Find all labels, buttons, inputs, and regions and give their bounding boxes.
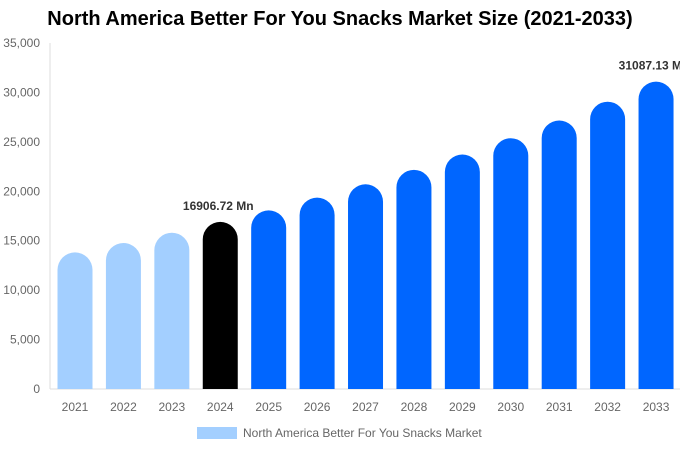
x-tick-label: 2027 bbox=[352, 400, 379, 414]
legend: North America Better For You Snacks Mark… bbox=[197, 426, 482, 440]
y-tick-label: 35,000 bbox=[3, 36, 40, 50]
x-tick-label: 2029 bbox=[449, 400, 476, 414]
chart-title: North America Better For You Snacks Mark… bbox=[47, 8, 633, 30]
x-tick-label: 2026 bbox=[304, 400, 331, 414]
bar-2029 bbox=[444, 154, 480, 389]
x-tick-label: 2030 bbox=[497, 400, 524, 414]
bar-2021 bbox=[57, 252, 93, 389]
x-tick-label: 2024 bbox=[207, 400, 234, 414]
bar-2030 bbox=[493, 138, 529, 389]
bar-2026 bbox=[299, 197, 335, 389]
bar-2032 bbox=[590, 101, 626, 390]
y-tick-label: 20,000 bbox=[3, 184, 40, 198]
bar-2033 bbox=[638, 81, 674, 389]
y-tick-label: 5,000 bbox=[10, 333, 40, 347]
x-tick-label: 2032 bbox=[594, 400, 621, 414]
bar-2028 bbox=[396, 169, 432, 389]
x-tick-label: 2028 bbox=[401, 400, 428, 414]
y-tick-label: 0 bbox=[33, 382, 40, 396]
bar-2027 bbox=[348, 184, 384, 389]
bar-2023 bbox=[154, 232, 190, 389]
y-tick-label: 15,000 bbox=[3, 234, 40, 248]
x-tick-label: 2025 bbox=[255, 400, 282, 414]
bar-2031 bbox=[541, 120, 577, 389]
y-tick-label: 10,000 bbox=[3, 283, 40, 297]
x-tick-label: 2022 bbox=[110, 400, 137, 414]
x-tick-label: 2021 bbox=[62, 400, 89, 414]
bar-2025 bbox=[251, 210, 287, 389]
bar-2022 bbox=[105, 242, 141, 389]
x-tick-label: 2023 bbox=[158, 400, 185, 414]
x-tick-label: 2031 bbox=[546, 400, 573, 414]
data-label: 16906.72 Mn bbox=[183, 199, 254, 213]
y-tick-label: 30,000 bbox=[3, 85, 40, 99]
legend-label: North America Better For You Snacks Mark… bbox=[243, 426, 482, 440]
y-tick-label: 25,000 bbox=[3, 135, 40, 149]
x-tick-label: 2033 bbox=[643, 400, 670, 414]
bar-2024 bbox=[202, 221, 238, 389]
data-label: 31087.13 Mn bbox=[619, 59, 680, 73]
legend-swatch bbox=[197, 427, 237, 439]
